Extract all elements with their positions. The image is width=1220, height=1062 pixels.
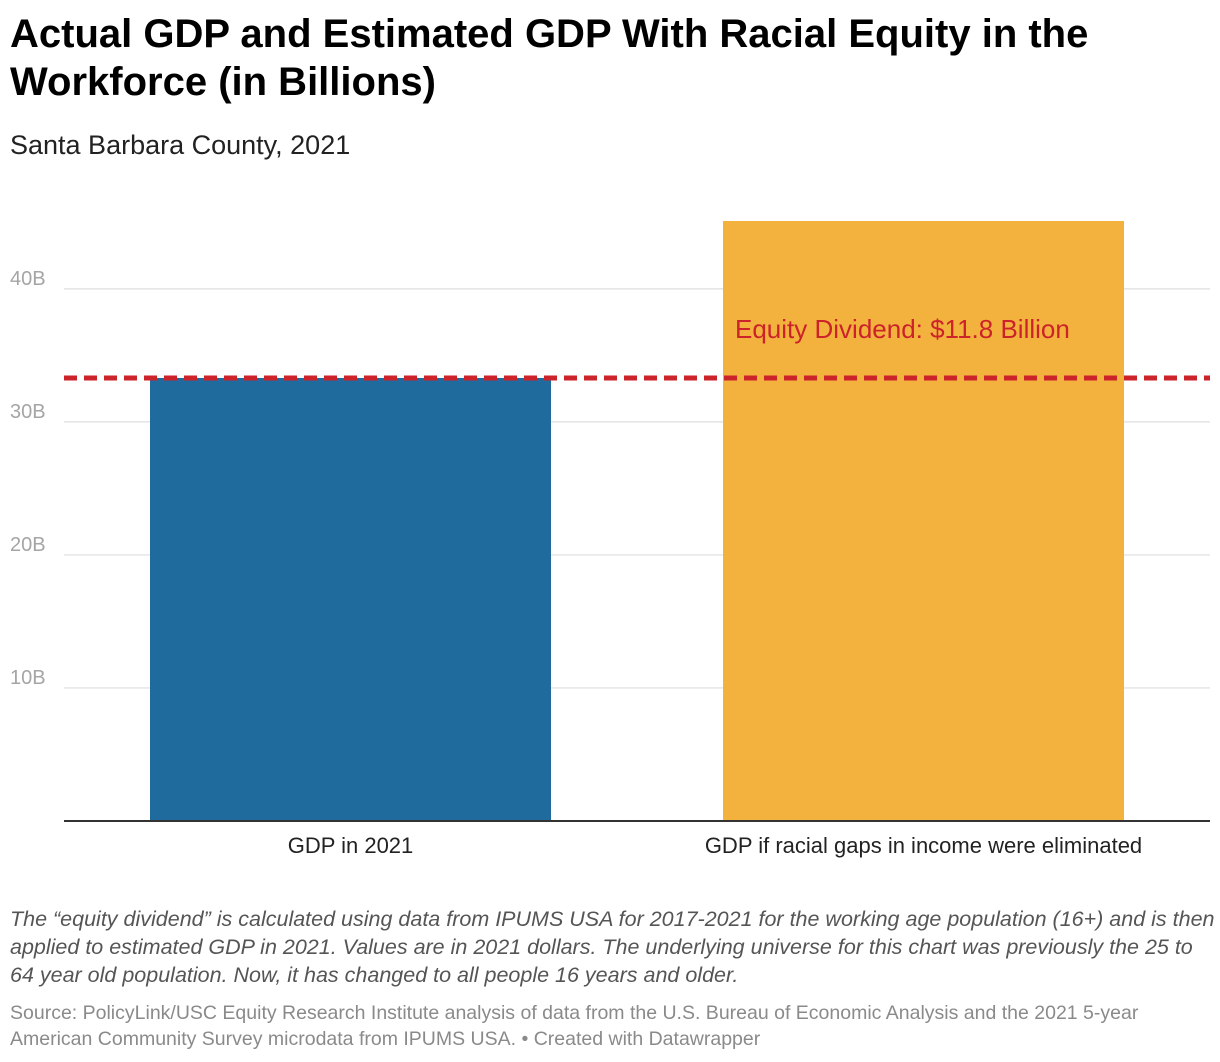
y-tick-label: 40B xyxy=(10,268,46,290)
chart-notes: The “equity dividend” is calculated usin… xyxy=(10,907,1215,987)
annotation: Equity Dividend: $11.8 Billion xyxy=(64,314,1210,381)
chart-title: Actual GDP and Estimated GDP With Racial… xyxy=(10,12,1089,104)
y-tick-label: 30B xyxy=(10,401,46,423)
equity-dividend-label: Equity Dividend: $11.8 Billion xyxy=(735,314,1070,344)
y-tick-label: 20B xyxy=(10,534,46,556)
bar xyxy=(723,221,1124,821)
x-tick-label: GDP if racial gaps in income were elimin… xyxy=(705,833,1142,858)
y-tick-label: 10B xyxy=(10,667,46,689)
chart-source: Source: PolicyLink/USC Equity Research I… xyxy=(10,1002,1139,1050)
chart-subtitle: Santa Barbara County, 2021 xyxy=(10,130,351,160)
bar xyxy=(150,377,551,821)
bars xyxy=(150,221,1124,821)
x-tick-label: GDP in 2021 xyxy=(288,833,414,858)
bar-chart: 10B 20B 30B 40B Equity Dividend: $11.8 Bill… xyxy=(10,221,1210,858)
category-labels: GDP in 2021 GDP if racial gaps in income … xyxy=(288,833,1142,858)
